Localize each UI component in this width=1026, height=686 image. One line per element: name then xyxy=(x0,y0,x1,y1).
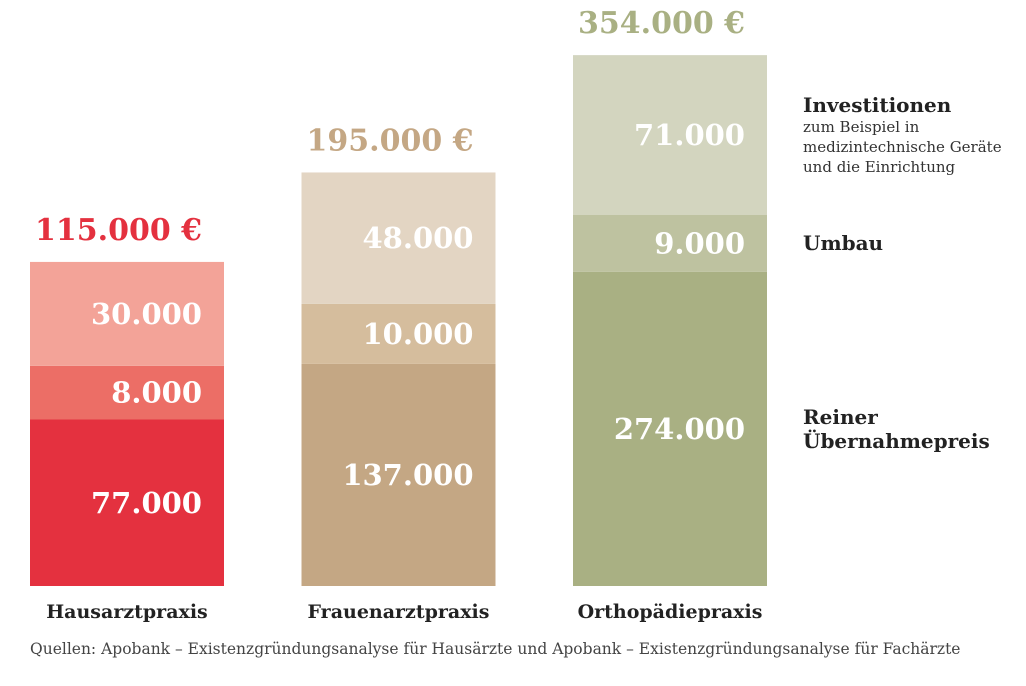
value-label: 30.000 xyxy=(91,297,202,331)
legend-entry: Reiner Übernahmepreis xyxy=(803,405,1013,453)
bar-segment xyxy=(573,55,767,216)
bar-segment xyxy=(573,271,767,586)
bar-segment xyxy=(30,419,224,586)
legend-entry: Investitionen zum Beispiel in medizintech… xyxy=(803,93,1013,177)
value-label: 77.000 xyxy=(91,486,202,520)
total-label: 115.000 € xyxy=(35,213,202,248)
x-tick-label: Hausarztpraxis xyxy=(46,601,208,623)
value-label: 48.000 xyxy=(363,221,474,255)
value-label: 8.000 xyxy=(111,376,202,410)
legend-entry: Umbau xyxy=(803,231,1013,255)
bar-segment xyxy=(30,365,224,420)
bar-segment xyxy=(301,303,496,364)
bar-segment xyxy=(301,172,496,304)
legend-label: Umbau xyxy=(803,231,884,256)
total-label: 354.000 € xyxy=(578,6,745,41)
value-label: 10.000 xyxy=(363,317,474,351)
legend-label: Reiner Übernahmepreis xyxy=(803,404,990,453)
x-tick-label: Orthopädiepraxis xyxy=(578,601,763,623)
bar-segment xyxy=(30,261,224,366)
source: Quellen: Apobank – Existenzgründungsanal… xyxy=(30,640,960,658)
legend-note: zum Beispiel in medizintechnische Geräte… xyxy=(803,118,1002,177)
value-label: 9.000 xyxy=(654,226,745,260)
total-label: 195.000 € xyxy=(307,123,474,158)
legend-label: Investitionen xyxy=(803,93,952,118)
value-label: 71.000 xyxy=(634,118,745,152)
bar-segment xyxy=(573,215,767,272)
value-label: 137.000 xyxy=(342,458,473,492)
x-tick-label: Frauenarztpraxis xyxy=(308,601,490,623)
bar-segment xyxy=(301,363,496,586)
value-label: 274.000 xyxy=(614,412,745,446)
